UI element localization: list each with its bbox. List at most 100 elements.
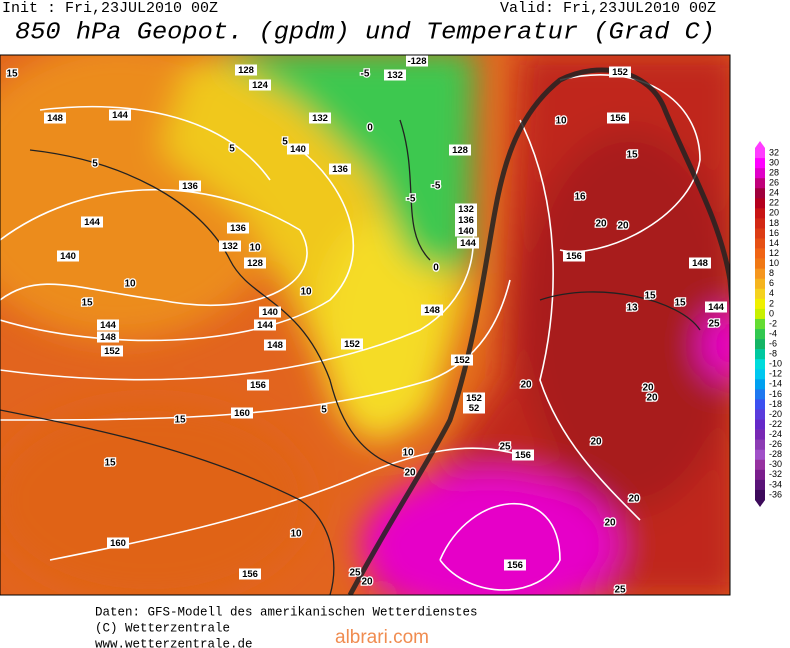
label-box — [244, 257, 266, 269]
label-box — [227, 222, 249, 234]
contour-labels: 1441481361441401321281361401441481441481… — [5, 55, 727, 597]
colorbar-label: 24 — [769, 188, 779, 198]
colorbar-swatch — [755, 288, 765, 300]
label-box — [247, 379, 269, 391]
label-box — [455, 203, 477, 215]
colorbar-swatch — [755, 379, 765, 390]
geopotential-label: 132 — [222, 241, 238, 252]
colorbar-label: -10 — [769, 359, 782, 369]
colorbar-label: -32 — [769, 469, 782, 479]
colorbar-label: 16 — [769, 228, 779, 238]
colorbar-swatch — [755, 389, 765, 400]
geopotential-label: 144 — [257, 320, 274, 331]
colorbar-label: 6 — [769, 278, 774, 288]
colorbar-bottom-arrow — [755, 500, 765, 507]
colorbar-label: -30 — [769, 459, 782, 469]
geopotential-label: -128 — [407, 56, 426, 67]
temperature-label: 15 — [174, 415, 186, 426]
colorbar-label: 28 — [769, 168, 779, 178]
colorbar-swatch — [755, 238, 765, 249]
colorbar-label: -18 — [769, 399, 782, 409]
temperature-label: 10 — [555, 116, 567, 127]
colorbar-swatch — [755, 318, 765, 330]
valid-time: Valid: Fri,23JUL2010 00Z — [500, 0, 716, 17]
colorbar-label: -20 — [769, 409, 782, 419]
geopotential-label: 156 — [250, 380, 266, 391]
temperature-label: 15 — [626, 150, 638, 161]
label-box — [563, 250, 585, 262]
temperature-label: 15 — [674, 298, 686, 309]
geopotential-label: 152 — [466, 393, 482, 404]
label-box — [219, 240, 241, 252]
temperature-label: 25 — [499, 442, 511, 453]
temperature-label: 20 — [361, 577, 373, 588]
temperature-label: 5 — [92, 159, 98, 170]
geopotential-label: 140 — [290, 144, 306, 155]
geopotential-label: 156 — [507, 560, 523, 571]
colorbar-swatch — [755, 469, 765, 481]
temperature-label: 25 — [614, 585, 626, 596]
colorbar-label: 18 — [769, 218, 779, 228]
temperature-label: 13 — [626, 303, 638, 314]
temperature-label: 20 — [520, 380, 532, 391]
colorbar-swatch — [755, 399, 765, 410]
watermark: albrari.com — [335, 627, 429, 648]
label-box — [449, 144, 471, 156]
geopotential-label: 152 — [612, 67, 628, 78]
colorbar-label: -6 — [769, 338, 777, 348]
label-box — [109, 109, 131, 121]
colorbar-swatch — [755, 248, 765, 259]
geopotential-label: 124 — [252, 80, 269, 91]
label-box — [384, 69, 406, 81]
footer-copyright: (C) Wetterzentrale — [95, 621, 230, 635]
geopotential-label: 136 — [332, 164, 348, 175]
colorbar-swatch — [755, 158, 765, 169]
label-box — [239, 568, 261, 580]
label-box — [421, 304, 443, 316]
temperature-label: -5 — [361, 69, 370, 80]
label-box — [455, 214, 477, 226]
label-box — [457, 237, 479, 249]
colorbar-label: 14 — [769, 238, 779, 248]
colorbar-swatch — [755, 308, 765, 320]
colorbar-label: -4 — [769, 328, 777, 338]
colorbar-label: 12 — [769, 248, 779, 258]
colorbar-swatch — [755, 298, 765, 310]
colorbar-label: 22 — [769, 198, 779, 208]
colorbar-label: -24 — [769, 429, 782, 439]
geopotential-label: 148 — [47, 113, 63, 124]
geopotential-label: 132 — [458, 204, 474, 215]
colorbar-label: -16 — [769, 389, 782, 399]
colorbar-swatch — [755, 168, 765, 179]
geopotential-label: 156 — [566, 251, 582, 262]
temperature-label: 0 — [367, 123, 373, 134]
geopotential-label: 144 — [100, 320, 117, 331]
geopotential-label: 148 — [692, 258, 708, 269]
geopotential-label: 156 — [242, 569, 258, 580]
colorbar-swatch — [755, 349, 765, 360]
label-box — [231, 407, 253, 419]
map-title: 850 hPa Geopot. (gpdm) und Temperatur (G… — [15, 19, 715, 46]
colorbar-label: -22 — [769, 419, 782, 429]
colorbar-swatch — [755, 479, 765, 491]
temperature-label: 10 — [290, 529, 302, 540]
temperature-label: 16 — [574, 192, 586, 203]
label-box — [101, 345, 123, 357]
geopotential-label: 52 — [469, 403, 480, 414]
colorbar-label: 30 — [769, 157, 779, 167]
geopotential-label: 160 — [110, 538, 126, 549]
colorbar-label: -26 — [769, 439, 782, 449]
label-box — [259, 306, 281, 318]
geopotential-label: 144 — [708, 302, 725, 313]
colorbar-label: -28 — [769, 449, 782, 459]
label-box — [329, 163, 351, 175]
label-box — [44, 112, 66, 124]
colorbar: 32302826242220181614121086420-2-4-6-8-10… — [755, 141, 782, 507]
geopotential-label: 140 — [60, 251, 76, 262]
temperature-label: -5 — [432, 181, 441, 192]
colorbar-label: 8 — [769, 268, 774, 278]
map — [0, 55, 730, 595]
colorbar-label: -12 — [769, 369, 782, 379]
label-box — [455, 225, 477, 237]
